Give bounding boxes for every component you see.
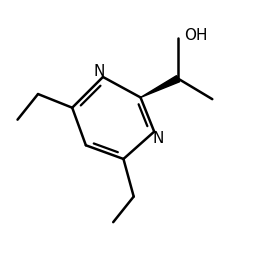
Text: OH: OH	[184, 28, 208, 43]
Text: N: N	[153, 131, 164, 146]
Text: N: N	[93, 64, 105, 79]
Polygon shape	[140, 76, 180, 98]
